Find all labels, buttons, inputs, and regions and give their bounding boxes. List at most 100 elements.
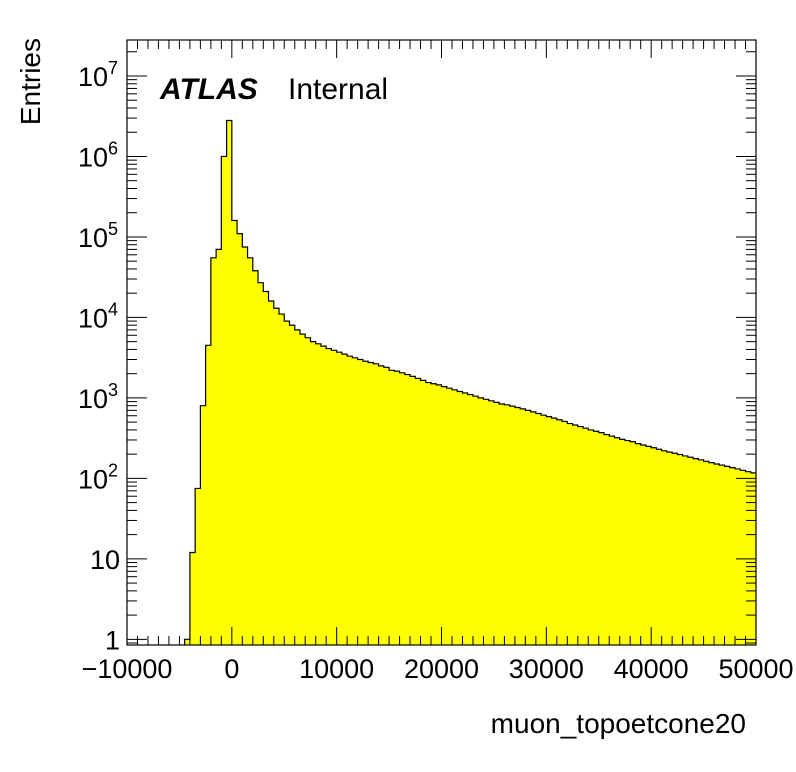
histogram-bars bbox=[184, 120, 757, 646]
histogram-bin bbox=[263, 291, 269, 645]
histogram-bin bbox=[436, 384, 442, 645]
histogram-bin bbox=[326, 348, 332, 645]
histogram-bin bbox=[394, 371, 400, 645]
histogram-bin bbox=[714, 463, 720, 645]
y-axis-ticks bbox=[127, 51, 756, 644]
histogram-bin bbox=[546, 416, 552, 645]
histogram-bin bbox=[467, 394, 474, 645]
histogram-bin bbox=[383, 367, 390, 645]
histogram-bin bbox=[294, 329, 301, 645]
histogram-bin bbox=[210, 257, 217, 645]
histogram-bin bbox=[378, 365, 385, 645]
y-tick-label: 103 bbox=[78, 380, 118, 414]
histogram-bin bbox=[231, 220, 238, 645]
histogram-bin bbox=[483, 399, 489, 645]
histogram-bin bbox=[310, 341, 316, 645]
x-tick-label: 40000 bbox=[614, 654, 689, 684]
histogram-bin bbox=[735, 468, 741, 645]
histogram-bin bbox=[661, 450, 668, 645]
histogram-bin bbox=[373, 363, 379, 645]
histogram-bin bbox=[640, 444, 647, 645]
x-tick-label: 0 bbox=[224, 654, 239, 684]
histogram-bin bbox=[593, 431, 600, 645]
histogram-bin bbox=[242, 246, 248, 645]
histogram-bin bbox=[184, 639, 191, 645]
histogram-bin bbox=[624, 440, 631, 645]
histogram-bin bbox=[237, 233, 243, 645]
histogram-bin bbox=[420, 380, 427, 645]
histogram-bin bbox=[462, 393, 469, 645]
histogram-bin bbox=[562, 421, 568, 645]
histogram-bin bbox=[567, 423, 573, 645]
histogram-bin bbox=[541, 415, 547, 645]
histogram-bin bbox=[619, 439, 626, 645]
y-tick-label: 106 bbox=[78, 138, 118, 172]
histogram-bin bbox=[341, 354, 348, 645]
histogram-bin bbox=[315, 343, 322, 645]
x-axis-title: muon_topoetcone20 bbox=[491, 708, 746, 739]
y-tick-labels: 1 10 102 103 104 105 106 107 bbox=[78, 58, 120, 655]
histogram-bin bbox=[703, 461, 710, 645]
histogram-bin bbox=[656, 449, 662, 645]
histogram-bin bbox=[504, 404, 510, 645]
histogram-bin bbox=[399, 372, 406, 645]
histogram-bin bbox=[357, 359, 364, 645]
histogram-bin bbox=[252, 270, 259, 645]
histogram-bin bbox=[299, 334, 306, 645]
histogram-bin bbox=[336, 352, 343, 645]
x-tick-label: −10000 bbox=[82, 654, 173, 684]
histogram-bin bbox=[614, 437, 621, 645]
histogram-bin bbox=[273, 308, 280, 645]
histogram-bin bbox=[362, 361, 369, 645]
histogram-bin bbox=[535, 413, 542, 645]
histogram-bin bbox=[247, 257, 254, 645]
histogram-bin bbox=[478, 397, 484, 645]
internal-label: Internal bbox=[288, 73, 388, 106]
histogram-bin bbox=[415, 378, 421, 645]
histogram-bin bbox=[389, 370, 395, 645]
histogram-bin bbox=[195, 488, 201, 645]
histogram-bin bbox=[425, 382, 432, 645]
histogram-bin bbox=[457, 391, 463, 645]
histogram-bin bbox=[666, 452, 673, 645]
histogram-bin bbox=[472, 396, 479, 645]
histogram-bin bbox=[221, 156, 227, 645]
histogram-bin bbox=[284, 321, 290, 645]
histogram-bin bbox=[530, 411, 537, 645]
histogram-bin bbox=[520, 408, 526, 645]
histogram-bin bbox=[724, 466, 731, 645]
x-tick-labels: −10000 0 10000 20000 30000 40000 50000 bbox=[82, 654, 794, 684]
histogram-bin bbox=[698, 459, 704, 645]
histogram-bin bbox=[488, 400, 495, 645]
y-tick-label: 102 bbox=[78, 460, 118, 494]
histogram-bin bbox=[226, 120, 233, 646]
histogram-bin bbox=[189, 552, 196, 645]
y-tick-label: 104 bbox=[78, 299, 118, 333]
histogram-bin bbox=[645, 446, 652, 645]
histogram-bin bbox=[441, 386, 448, 645]
histogram-bin bbox=[677, 454, 683, 645]
histogram-bin bbox=[499, 403, 505, 645]
y-axis-title: Entries bbox=[15, 38, 46, 125]
histogram-bin bbox=[719, 465, 725, 645]
y-tick-label: 105 bbox=[78, 219, 118, 253]
histogram-bin bbox=[635, 443, 641, 645]
histogram-bin bbox=[588, 429, 594, 645]
histogram-bin bbox=[347, 356, 353, 645]
histogram-bin bbox=[446, 388, 453, 645]
histogram-bin bbox=[368, 362, 374, 645]
y-tick-label: 107 bbox=[78, 58, 118, 92]
histogram-bin bbox=[740, 470, 746, 645]
histogram-bin bbox=[258, 282, 264, 645]
histogram-bin bbox=[216, 249, 222, 645]
histogram-bin bbox=[509, 406, 516, 645]
histogram-bin bbox=[331, 350, 337, 645]
histogram-bin bbox=[352, 357, 358, 645]
histogram-bin bbox=[708, 462, 715, 645]
histogram-bin bbox=[577, 426, 584, 645]
histogram-bin bbox=[305, 337, 311, 645]
histogram-bin bbox=[682, 455, 689, 645]
y-tick-label: 10 bbox=[90, 545, 120, 575]
atlas-label: ATLAS bbox=[159, 73, 258, 106]
